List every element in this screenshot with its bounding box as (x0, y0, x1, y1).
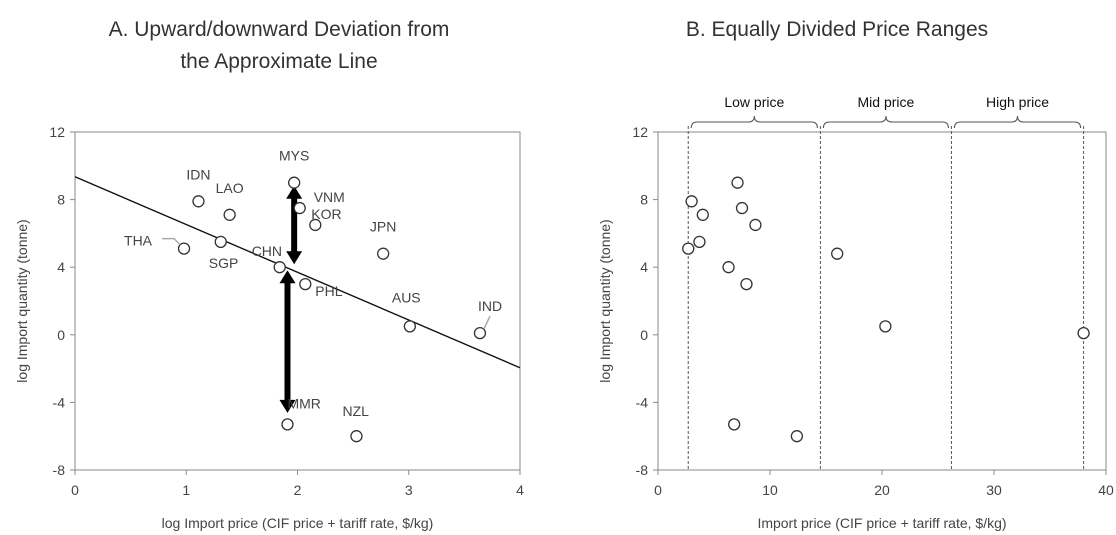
chart-a-title-line-2: the Approximate Line (180, 50, 378, 73)
chart-b-point (682, 242, 695, 255)
chart-a-point (281, 418, 294, 431)
chart-a-fit-line (74, 176, 521, 369)
chart-b-y-tick-label: -8 (636, 462, 649, 478)
chart-a-point (288, 176, 301, 189)
chart-a-point-label: AUS (392, 289, 421, 305)
chart-b-point (731, 176, 744, 189)
chart-a-point-label: NZL (342, 403, 369, 419)
chart-a-point-label: VNM (314, 189, 345, 205)
chart-b-point (879, 320, 892, 333)
chart-a-x-tick-label: 0 (71, 482, 79, 498)
chart-a-point-label: MYS (279, 148, 309, 164)
chart-a-leader-line (162, 237, 181, 246)
chart-b: 0 10 20 30 40 -8 -4 0 4 8 12 Import price (CIF pric… (597, 94, 1114, 531)
chart-a-y-tick-label: 0 (57, 327, 65, 343)
chart-b-range-brace (690, 115, 818, 129)
panel-a: A. Upward/downward Deviation from the Ap… (14, 18, 524, 531)
chart-b-point (693, 235, 706, 249)
chart-b-range-label: High price (986, 94, 1049, 110)
chart-b-x-axis-label: Import price (CIF price + tariff rate, $… (757, 515, 1006, 531)
chart-b-x-tick-label: 0 (654, 482, 662, 498)
chart-a-deviation-arrow-head (279, 270, 296, 284)
chart-a-y-tick-label: 4 (57, 259, 65, 275)
chart-b-x-tick-label: 30 (986, 482, 1002, 498)
chart-b-point (696, 208, 709, 221)
chart-a-y-tick-label: 12 (49, 124, 65, 140)
chart-a-point (309, 218, 322, 232)
chart-a-point-label: LAO (216, 180, 244, 196)
chart-a-y-tick-label: 8 (57, 192, 65, 208)
chart-a-deviation-arrow-head (286, 251, 303, 265)
chart-a-point (177, 242, 191, 255)
chart-a-y-axis-label: log Import quantity (tonne) (14, 219, 30, 382)
chart-a-point-label: CHN (252, 243, 282, 259)
chart-a-point-label: THA (124, 233, 153, 249)
chart-b-y-tick-label: 8 (640, 192, 648, 208)
chart-a-point-label: SGP (209, 255, 239, 271)
chart-a-y-tick-label: -4 (53, 394, 66, 410)
chart-b-range-brace (953, 115, 1082, 129)
chart-b-title: B. Equally Divided Price Ranges (685, 18, 989, 41)
chart-a-point (293, 201, 306, 215)
chart-a-point (299, 277, 312, 291)
panel-b: B. Equally Divided Price Ranges 0 10 20 30 4… (558, 0, 1116, 535)
chart-b-y-axis-label: log Import quantity (tonne) (597, 219, 613, 382)
chart-a-deviation-arrow-head (286, 185, 303, 199)
chart-a-point-label: PHL (315, 283, 342, 299)
chart-a-x-tick-label: 1 (182, 482, 190, 498)
chart-b-x-tick-label: 40 (1098, 482, 1114, 498)
chart-a-point (403, 320, 417, 333)
chart-a-point (273, 261, 286, 274)
chart-a-point-label: IDN (186, 166, 210, 182)
chart-a-title-line-1: A. Upward/downward Deviation from (108, 18, 450, 41)
chart-b-y-tick-label: -4 (636, 394, 649, 410)
chart-b-point (728, 418, 741, 431)
chart-b-point (831, 247, 844, 260)
chart-b-plot-frame (657, 131, 1107, 471)
chart-b-range-label: Low price (724, 94, 784, 110)
chart-b-point (735, 201, 749, 215)
chart-b-range-label: Mid price (858, 94, 915, 110)
chart-a-point (192, 195, 205, 208)
chart-a-point-label: IND (478, 298, 502, 314)
chart-b-point (790, 430, 804, 443)
chart-a-point (223, 208, 236, 221)
chart-a-leader-line (483, 315, 491, 330)
chart-b-y-tick-label: 4 (640, 259, 648, 275)
chart-b-point (740, 277, 753, 291)
chart-b-x-tick-label: 10 (762, 482, 778, 498)
chart-a-point (350, 430, 363, 443)
chart-a-x-tick-label: 4 (516, 482, 524, 498)
chart-b-point (749, 218, 762, 232)
chart-a-point-label: KOR (311, 206, 341, 222)
chart-b-point (1077, 326, 1090, 340)
chart-a-x-axis-label: log Import price (CIF price + tariff rat… (162, 515, 434, 531)
chart-a-point (214, 235, 227, 249)
chart-a-deviation-arrow-head (279, 399, 296, 413)
chart-a-point (473, 326, 487, 340)
chart-a-point (377, 247, 390, 260)
chart-b-x-tick-label: 20 (874, 482, 890, 498)
chart-b-range-brace (822, 115, 949, 129)
chart-b-point (685, 195, 698, 208)
chart-b-y-tick-label: 0 (640, 327, 648, 343)
chart-b-point (722, 261, 735, 274)
chart-a-y-tick-label: -8 (53, 462, 66, 478)
chart-a-point-label: MMR (287, 395, 320, 411)
chart-a-x-tick-label: 3 (405, 482, 413, 498)
chart-b-y-tick-label: 12 (632, 124, 648, 140)
chart-a-point-label: JPN (370, 219, 396, 235)
chart-a-x-tick-label: 2 (294, 482, 302, 498)
